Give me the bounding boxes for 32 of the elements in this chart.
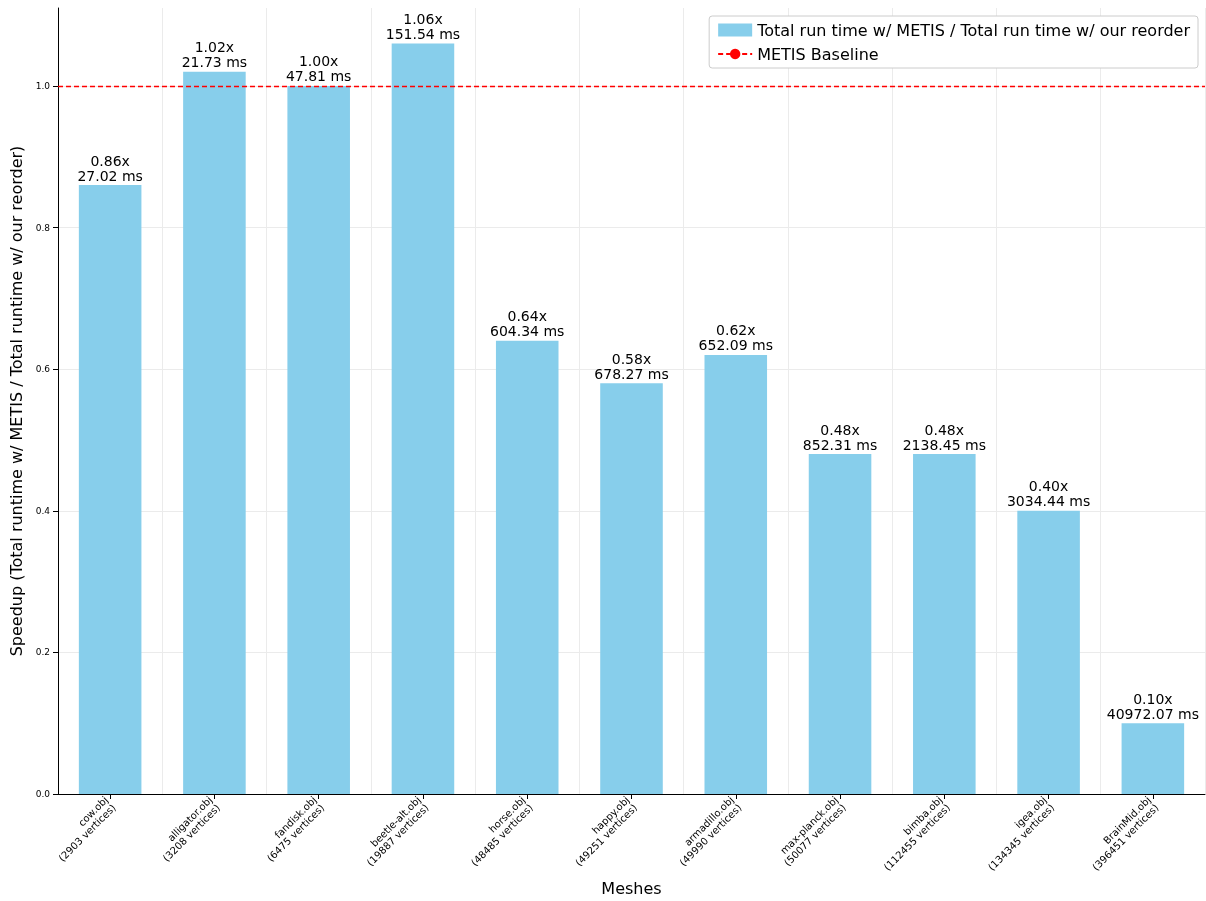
y-tick-label: 0.0 <box>35 789 51 799</box>
legend-label: Total run time w/ METIS / Total run time w/ our reorder <box>756 20 1191 40</box>
legend-label: METIS Baseline <box>757 44 879 64</box>
data-label: 1.06x 151.54 ms <box>385 10 461 42</box>
data-label: 1.00x 47.81 ms <box>285 53 352 85</box>
data-label: 0.10x 40972.07 ms <box>1106 690 1199 722</box>
bar <box>287 85 350 794</box>
bar <box>183 71 246 794</box>
data-label: 0.86x 27.02 ms <box>77 152 143 184</box>
y-tick-label: 1.0 <box>35 80 51 91</box>
data-label: 1.02x 21.73 ms <box>181 39 248 71</box>
data-label: 0.62x 652.09 ms <box>698 322 773 354</box>
data-label: 0.48x 852.31 ms <box>802 421 878 453</box>
bar <box>391 43 455 794</box>
bar <box>1017 510 1080 794</box>
data-label: 0.58x 678.27 ms <box>594 350 669 382</box>
x-axis-title: Meshes <box>601 878 662 898</box>
bar <box>600 383 663 794</box>
bar <box>704 354 768 794</box>
data-label: 0.40x 3034.44 ms <box>1006 478 1091 510</box>
bar <box>495 340 559 794</box>
y-tick-label: 0.2 <box>35 647 50 658</box>
bar <box>913 454 976 794</box>
y-axis-title: Speedup (Total runtime w/ METIS / Total runtime w/ our reorder) <box>6 145 26 657</box>
y-tick-label: 0.8 <box>35 222 51 233</box>
bar <box>808 454 872 794</box>
data-label: 0.64x 604.34 ms <box>490 308 565 340</box>
y-tick-label: 0.6 <box>35 364 51 375</box>
bar <box>78 185 142 794</box>
y-tick-label: 0.4 <box>35 505 51 516</box>
bar <box>1121 723 1185 794</box>
data-label: 0.48x 2138.45 ms <box>902 421 986 453</box>
